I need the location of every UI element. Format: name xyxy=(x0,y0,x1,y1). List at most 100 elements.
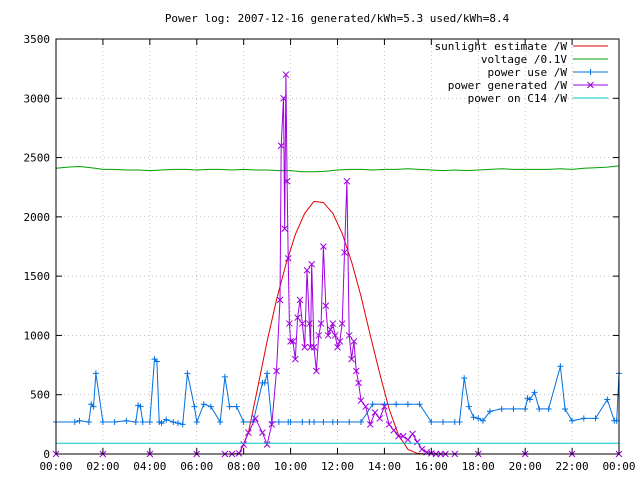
data-point xyxy=(240,441,248,448)
data-point xyxy=(287,418,294,425)
data-point xyxy=(252,415,259,422)
legend-marker xyxy=(587,81,594,89)
data-point xyxy=(240,418,247,425)
data-point xyxy=(348,355,355,363)
data-point xyxy=(310,343,318,351)
x-tick-label: 06:00 xyxy=(180,460,213,473)
x-tick-label: 14:00 xyxy=(368,460,401,473)
data-point xyxy=(465,403,472,410)
data-point xyxy=(305,320,313,327)
data-point xyxy=(404,401,411,408)
data-point xyxy=(264,370,271,377)
data-point xyxy=(381,403,388,410)
data-point xyxy=(200,401,207,408)
data-point xyxy=(428,418,435,425)
data-point xyxy=(174,420,181,427)
data-point xyxy=(456,418,463,425)
data-point xyxy=(191,403,198,410)
data-point xyxy=(193,418,200,425)
y-tick-label: 500 xyxy=(30,389,50,402)
data-point xyxy=(71,418,78,425)
data-point xyxy=(139,418,146,425)
y-tick-label: 1000 xyxy=(24,329,51,342)
data-point xyxy=(531,389,538,396)
data-point xyxy=(311,418,318,425)
legend-label: sunlight estimate /W xyxy=(435,40,568,53)
data-point xyxy=(399,432,407,440)
data-point xyxy=(362,403,370,410)
data-point xyxy=(498,405,505,412)
chart-title: Power log: 2007-12-16 generated/kWh=5.3 … xyxy=(165,12,510,25)
series-0 xyxy=(238,200,427,455)
data-point xyxy=(261,379,268,386)
data-point xyxy=(352,367,360,375)
data-point xyxy=(184,370,191,377)
data-point xyxy=(329,320,337,327)
y-tick-label: 0 xyxy=(43,448,50,461)
data-point xyxy=(233,403,240,410)
data-point xyxy=(92,370,99,377)
data-point xyxy=(123,417,130,424)
data-point xyxy=(268,421,276,428)
data-point xyxy=(486,408,493,415)
x-tick-label: 00:00 xyxy=(602,460,635,473)
data-point xyxy=(334,418,341,425)
series-2 xyxy=(53,356,622,428)
data-point xyxy=(336,338,344,345)
data-point xyxy=(296,296,304,304)
y-tick-label: 3000 xyxy=(24,92,51,105)
data-point xyxy=(409,430,416,438)
data-point xyxy=(277,142,285,150)
data-point xyxy=(111,418,118,425)
data-point xyxy=(569,417,576,424)
data-point xyxy=(320,418,327,425)
data-point xyxy=(99,418,106,425)
data-point xyxy=(557,363,564,370)
data-point xyxy=(235,450,243,457)
x-tick-label: 20:00 xyxy=(509,460,542,473)
data-point xyxy=(163,416,170,423)
data-point xyxy=(259,429,266,437)
data-point xyxy=(283,177,291,185)
data-point xyxy=(366,421,374,428)
data-point xyxy=(416,401,423,408)
data-point xyxy=(343,177,351,185)
data-point xyxy=(357,418,364,425)
data-point xyxy=(327,326,334,333)
data-point xyxy=(522,405,529,412)
data-point xyxy=(345,332,353,339)
data-point xyxy=(179,421,186,428)
data-point xyxy=(390,426,398,434)
x-tick-label: 04:00 xyxy=(133,460,166,473)
data-point xyxy=(324,332,332,339)
x-tick-label: 22:00 xyxy=(556,460,589,473)
data-point xyxy=(299,418,306,425)
x-tick-label: 02:00 xyxy=(86,460,119,473)
data-point xyxy=(170,418,177,425)
data-point xyxy=(355,379,362,387)
data-point xyxy=(369,401,376,408)
legend-label: power generated /W xyxy=(448,79,568,92)
data-point xyxy=(280,94,287,102)
data-point xyxy=(317,320,325,327)
data-point xyxy=(294,314,301,321)
y-tick-label: 1500 xyxy=(24,270,51,283)
x-tick-label: 10:00 xyxy=(274,460,307,473)
data-point xyxy=(132,418,139,425)
series-layer xyxy=(52,71,623,458)
data-point xyxy=(273,367,280,375)
data-point xyxy=(545,405,552,412)
data-point xyxy=(393,401,400,408)
legend-marker xyxy=(587,69,594,75)
data-point xyxy=(303,266,311,274)
legend-label: voltage /0.1V xyxy=(481,53,567,66)
data-point xyxy=(158,420,165,427)
x-tick-label: 12:00 xyxy=(321,460,354,473)
data-point xyxy=(475,415,482,422)
data-point xyxy=(284,255,292,262)
data-point xyxy=(76,417,83,424)
y-tick-label: 2500 xyxy=(24,152,51,165)
data-point xyxy=(357,397,365,404)
data-point xyxy=(580,415,587,422)
